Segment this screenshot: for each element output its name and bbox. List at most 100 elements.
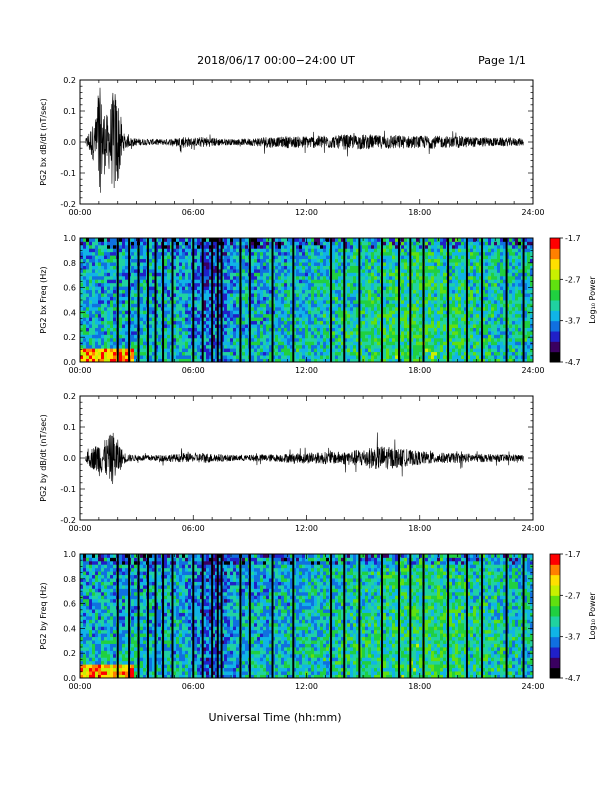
spectrogram-cell	[242, 310, 246, 315]
spectrogram-cell	[359, 355, 363, 359]
spectrogram-cell	[395, 348, 399, 353]
spectrogram-cell	[122, 275, 126, 280]
spectrogram-cell	[371, 238, 375, 242]
spectrogram-cell	[272, 275, 276, 280]
spectrogram-cell	[224, 358, 228, 363]
spectrogram-cell	[275, 327, 279, 332]
spectrogram-cell	[389, 351, 393, 356]
spectrogram-cell	[212, 358, 216, 363]
spectrogram-cell	[272, 337, 276, 342]
spectrogram-cell	[431, 248, 435, 253]
spectrogram-cell	[203, 327, 207, 332]
spectrogram-cell	[332, 317, 336, 322]
page-number: Page 1/1	[478, 54, 526, 67]
spectrogram-cell	[455, 344, 459, 349]
spectrogram-cell	[482, 293, 486, 297]
spectrogram-cell	[251, 244, 255, 249]
spectrogram-cell	[215, 289, 219, 294]
spectrogram-cell	[410, 351, 414, 356]
spectrogram-cell	[134, 286, 138, 291]
spectrogram-cell	[332, 296, 336, 301]
spectrogram-cell	[350, 300, 354, 304]
spectrogram-cell	[290, 238, 294, 242]
spectrogram-cell	[395, 337, 399, 342]
spectrogram-cell	[278, 341, 282, 346]
spectrogram-cell	[317, 255, 321, 260]
spectrogram-cell	[428, 289, 432, 294]
spectrogram-cell	[119, 320, 123, 325]
spectrogram-cell	[383, 272, 387, 277]
spectrogram-cell	[404, 289, 408, 294]
spectrogram-cell	[260, 351, 264, 356]
spectrogram-cell	[197, 358, 201, 363]
spectrogram-cell	[452, 279, 456, 284]
spectrogram-cell	[149, 238, 153, 242]
spectrogram-cell	[104, 241, 108, 246]
spectrogram-cell	[245, 300, 249, 304]
spectrogram-cell	[227, 286, 231, 291]
spectrogram-cell	[296, 293, 300, 297]
spectrogram-cell	[428, 303, 432, 308]
spectrogram-cell	[179, 241, 183, 246]
spectrogram-cell	[335, 244, 339, 249]
spectrogram-cell	[302, 355, 306, 359]
spectrogram-cell	[212, 337, 216, 342]
spectrogram-cell	[425, 272, 429, 277]
spectrogram-cell	[179, 317, 183, 322]
spectrogram-cell	[431, 306, 435, 311]
spectrogram-cell	[92, 265, 96, 270]
spectrogram-cell	[134, 300, 138, 304]
spectrogram-cell	[122, 351, 126, 356]
spectrogram-cell	[410, 282, 414, 287]
spectrogram-cell	[203, 279, 207, 284]
spectrogram-cell	[92, 324, 96, 328]
spectrogram-cell	[203, 251, 207, 256]
spectrogram-cell	[311, 300, 315, 304]
spectrogram-cell	[407, 286, 411, 291]
spectrogram-cell	[254, 262, 258, 266]
spectrogram-cell	[299, 262, 303, 266]
spectrogram-cell	[155, 317, 159, 322]
spectrogram-cell	[242, 313, 246, 318]
spectrogram-cell	[152, 282, 156, 287]
spectrogram-cell	[125, 269, 129, 273]
spectrogram-cell	[101, 286, 105, 291]
spectrogram-cell	[296, 241, 300, 246]
spectrogram-cell	[164, 272, 168, 277]
spectrogram-cell	[251, 313, 255, 318]
spectrogram-cell	[317, 238, 321, 242]
spectrogram-cell	[461, 265, 465, 270]
spectrogram-cell	[233, 269, 237, 273]
spectrogram-cell	[299, 255, 303, 260]
spectrogram-cell	[401, 337, 405, 342]
spectrogram-cell	[431, 300, 435, 304]
spectrogram-cell	[467, 355, 471, 359]
spectrogram-cell	[482, 300, 486, 304]
spectrogram-cell	[320, 313, 324, 318]
spectrogram-cell	[215, 355, 219, 359]
spectrogram-cell	[122, 303, 126, 308]
spectrogram-cell	[338, 355, 342, 359]
spectrogram-cell	[194, 327, 198, 332]
spectrogram-cell	[143, 320, 147, 325]
spectrogram-cell	[242, 348, 246, 353]
spectrogram-cell	[179, 348, 183, 353]
spectrogram-cell	[359, 331, 363, 335]
spectrogram-cell	[266, 296, 270, 301]
spectrogram-cell	[284, 310, 288, 315]
spectrogram-cell	[104, 282, 108, 287]
spectrogram-cell	[377, 248, 381, 253]
spectrogram-cell	[164, 334, 168, 339]
spectrogram-cell	[263, 238, 267, 242]
spectrogram-cell	[410, 320, 414, 325]
spectrogram-cell	[122, 313, 126, 318]
spectrogram-cell	[332, 355, 336, 359]
spectrogram-cell	[410, 344, 414, 349]
spectrogram-cell	[278, 303, 282, 308]
spectrogram-cell	[89, 241, 93, 246]
spectrogram-cell	[245, 262, 249, 266]
spectrogram-cell	[149, 313, 153, 318]
spectrogram-cell	[368, 351, 372, 356]
spectrogram-cell	[83, 344, 87, 349]
spectrogram-cell	[167, 286, 171, 291]
